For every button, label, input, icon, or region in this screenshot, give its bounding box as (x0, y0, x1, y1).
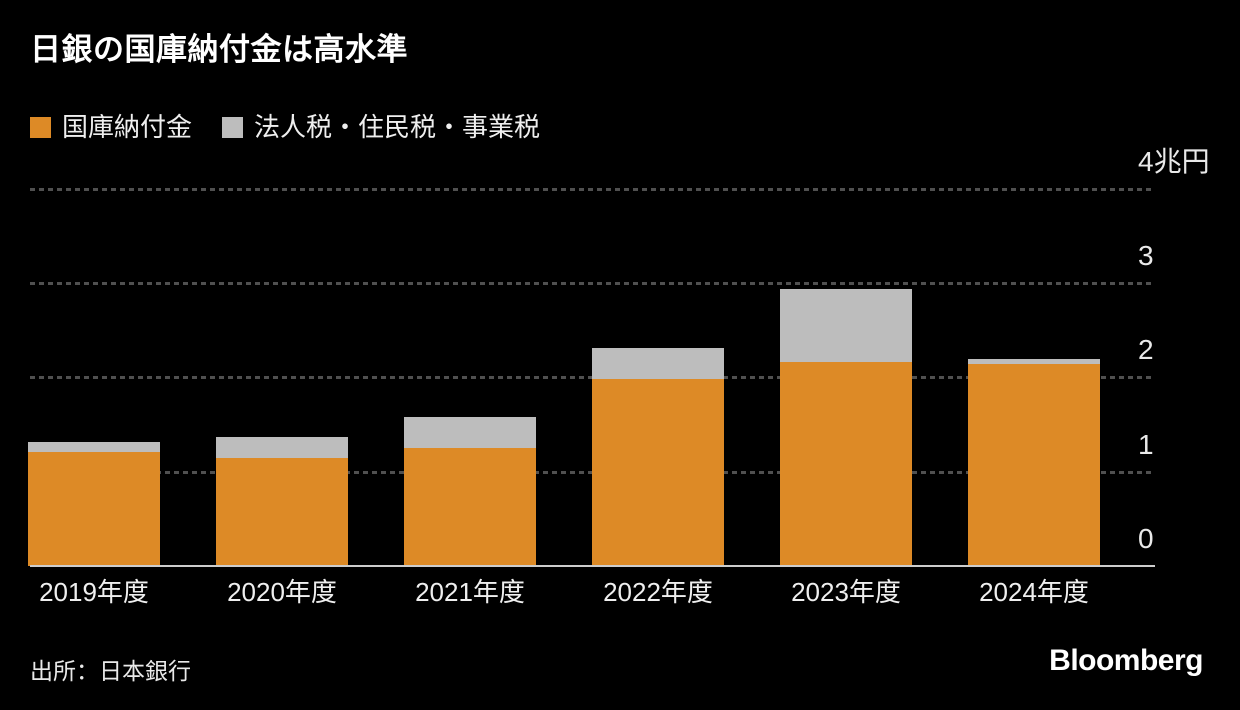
x-axis-tick-label: 2021年度 (415, 577, 525, 607)
gridline (30, 282, 1155, 286)
x-axis-tick-label: 2019年度 (39, 577, 149, 607)
bar-segment-taxes (216, 437, 348, 458)
legend: 国庫納付金 法人税・住民税・事業税 (30, 114, 540, 140)
y-axis-tick-label: 1 (1138, 428, 1154, 460)
bar-segment-payment (216, 458, 348, 566)
bar-segment-payment (780, 362, 912, 566)
legend-swatch-payment (30, 116, 51, 138)
y-axis-tick-label: 2 (1138, 334, 1154, 366)
bloomberg-logo: Bloomberg (1049, 644, 1203, 677)
y-axis-tick-label: 4兆円 (1138, 145, 1210, 177)
source-note: 出所：日本銀行 (30, 658, 191, 684)
legend-label-taxes: 法人税・住民税・事業税 (254, 112, 541, 142)
y-axis-tick-label: 0 (1138, 523, 1154, 554)
bar-segment-taxes (968, 359, 1100, 364)
bar-segment-taxes (780, 289, 912, 362)
chart-title: 日銀の国庫納付金は高水準 (30, 32, 408, 67)
legend-item-taxes: 法人税・住民税・事業税 (222, 114, 540, 140)
y-axis-tick-label: 3 (1138, 240, 1154, 272)
bar-segment-taxes (28, 442, 160, 452)
bar-segment-payment (968, 364, 1100, 566)
x-axis-tick-label: 2020年度 (227, 577, 337, 607)
bar-segment-payment (28, 452, 160, 566)
x-axis-tick-label: 2023年度 (791, 577, 901, 607)
bar-segment-taxes (592, 348, 724, 379)
x-axis-tick-label: 2024年度 (979, 577, 1089, 607)
x-axis-baseline (30, 565, 1155, 567)
x-axis-tick-label: 2022年度 (603, 577, 713, 607)
bar-segment-payment (592, 379, 724, 566)
legend-item-payment: 国庫納付金 (30, 114, 192, 140)
legend-swatch-taxes (222, 116, 244, 138)
legend-label-payment: 国庫納付金 (62, 112, 193, 142)
bar-segment-payment (404, 448, 536, 566)
gridline (30, 187, 1155, 191)
bar-segment-taxes (404, 417, 536, 448)
